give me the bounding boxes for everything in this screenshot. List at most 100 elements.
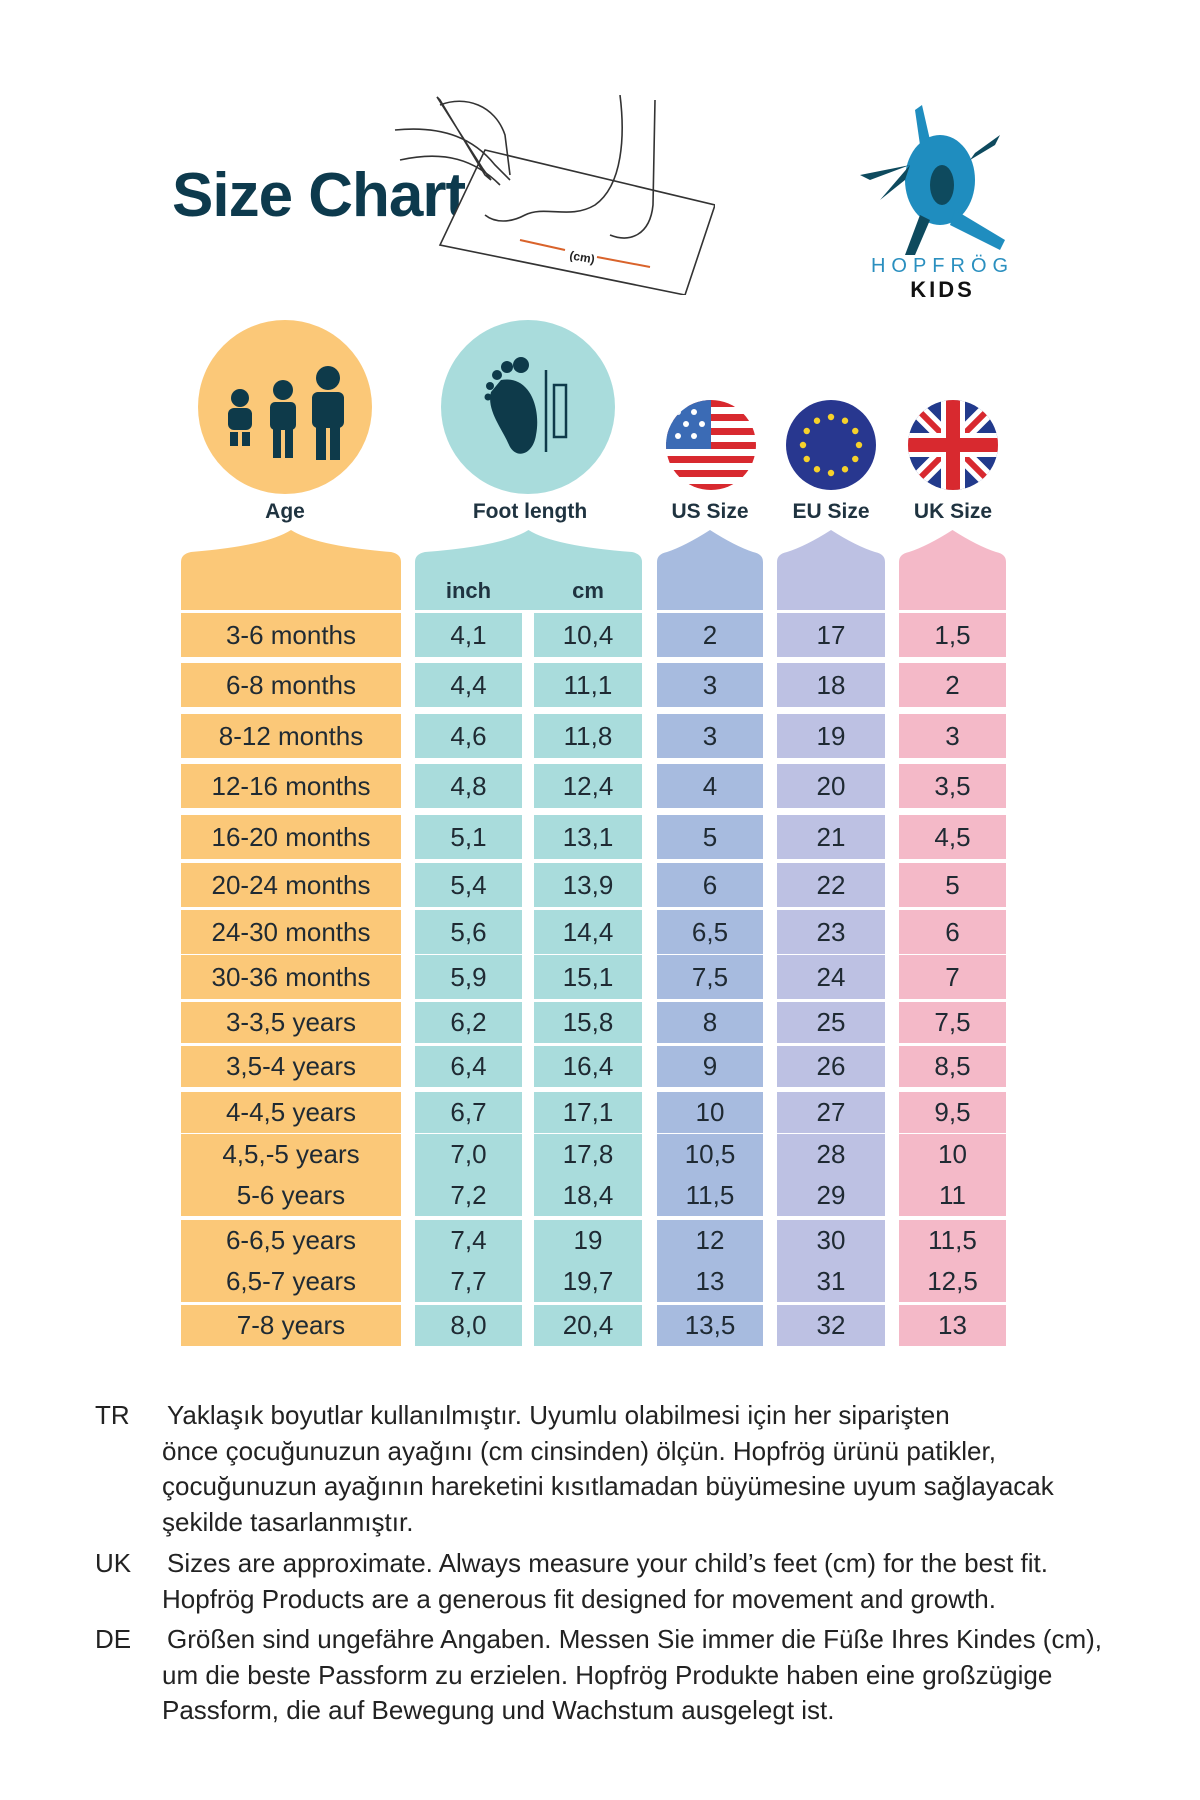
inch-cell: 5,9: [415, 955, 522, 999]
eu-star: [813, 417, 821, 424]
inch-cell: 7,2: [415, 1174, 522, 1216]
eu-flag-icon: [786, 400, 876, 490]
us-size-column-label: US Size: [671, 500, 749, 523]
us-cell: 7,5: [657, 955, 763, 999]
age-cell: 5-6 years: [181, 1174, 401, 1216]
foot-measuring-illustration: (cm): [394, 95, 715, 295]
us-cell: 2: [657, 613, 763, 657]
eu-star: [799, 441, 807, 449]
eu-size-column-label: EU Size: [792, 500, 870, 523]
eu-star: [852, 427, 859, 435]
note-text-line: Sizes are approximate. Always measure yo…: [167, 1548, 1048, 1578]
uk-cell: 12,5: [899, 1260, 1006, 1302]
cm-cell: 11,1: [534, 663, 642, 707]
note-language-code: TR: [95, 1400, 130, 1430]
cm-cell: 14,4: [534, 910, 642, 954]
uk-cell: 7,5: [899, 1001, 1006, 1043]
age-cell: 6-8 months: [181, 663, 401, 707]
inch-subheader: inch: [445, 578, 492, 603]
uk-size-column-label: UK Size: [913, 500, 993, 523]
cm-cell: 19: [534, 1219, 642, 1261]
note-text-line: Yaklaşık boyutlar kullanılmıştır. Uyumlu…: [167, 1400, 950, 1430]
inch-cell: 7,0: [415, 1133, 522, 1175]
cm-cell: 10,4: [534, 613, 642, 657]
us-cell: 9: [657, 1045, 763, 1087]
uk-flag-icon: [908, 400, 998, 490]
age-cell: 16-20 months: [181, 815, 401, 859]
inch-cell: 8,0: [415, 1304, 522, 1346]
cm-cell: 18,4: [534, 1174, 642, 1216]
us-cell: 11,5: [657, 1174, 763, 1216]
eu-cell: 20: [777, 764, 885, 808]
brand-subname: KIDS: [910, 277, 975, 302]
eu-star: [841, 417, 849, 424]
eu-star: [827, 413, 835, 421]
cm-cell: 17,1: [534, 1091, 642, 1133]
us-cell: 8: [657, 1001, 763, 1043]
us-cell: 6,5: [657, 910, 763, 954]
cm-cell: 13,9: [534, 863, 642, 907]
inch-cell: 7,4: [415, 1219, 522, 1261]
uk-cell: 7: [899, 955, 1006, 999]
eu-cell: 32: [777, 1304, 885, 1346]
eu-cell: 23: [777, 910, 885, 954]
uk-cell: 8,5: [899, 1045, 1006, 1087]
inch-cell: 4,1: [415, 613, 522, 657]
age-cell: 7-8 years: [181, 1304, 401, 1346]
eu-star: [813, 466, 821, 473]
cm-cell: 20,4: [534, 1304, 642, 1346]
note-language-code: UK: [95, 1548, 132, 1578]
age-cell: 3-6 months: [181, 613, 401, 657]
page-title: Size Chart: [172, 161, 466, 230]
us-cell: 13,5: [657, 1304, 763, 1346]
uk-cell: 13: [899, 1304, 1006, 1346]
us-header-shape: [657, 530, 763, 610]
children-silhouettes-icon: [228, 366, 344, 460]
cm-cell: 11,8: [534, 714, 642, 758]
cm-subheader: cm: [572, 578, 604, 603]
inch-cell: 7,7: [415, 1260, 522, 1302]
note-text-line: önce çocuğunuzun ayağını (cm cinsinden) …: [162, 1435, 996, 1466]
foot-length-header-shape: [415, 530, 642, 610]
eu-cell: 28: [777, 1133, 885, 1175]
frog-logo-icon: [860, 105, 1005, 255]
us-cell: 3: [657, 714, 763, 758]
cm-cell: 13,1: [534, 815, 642, 859]
inch-cell: 5,4: [415, 863, 522, 907]
inch-cell: 4,4: [415, 663, 522, 707]
uk-cell: 5: [899, 863, 1006, 907]
eu-cell: 24: [777, 955, 885, 999]
uk-cell: 9,5: [899, 1091, 1006, 1133]
inch-cell: 5,1: [415, 815, 522, 859]
note-text-line: Hopfrög Products are a generous fit desi…: [162, 1583, 996, 1614]
uk-cell: 11: [899, 1174, 1006, 1216]
us-cell: 10: [657, 1091, 763, 1133]
cm-cell: 12,4: [534, 764, 642, 808]
inch-cell: 5,6: [415, 910, 522, 954]
us-cell: 6: [657, 863, 763, 907]
eu-cell: 19: [777, 714, 885, 758]
eu-cell: 27: [777, 1091, 885, 1133]
inch-cell: 4,8: [415, 764, 522, 808]
age-column-label: Age: [265, 500, 305, 523]
foot-with-ruler-icon: [484, 357, 568, 454]
eu-cell: 30: [777, 1219, 885, 1261]
cm-cell: 19,7: [534, 1260, 642, 1302]
us-cell: 5: [657, 815, 763, 859]
age-cell: 6-6,5 years: [181, 1219, 401, 1261]
eu-star: [827, 469, 835, 477]
uk-cell: 1,5: [899, 613, 1006, 657]
age-cell: 4-4,5 years: [181, 1091, 401, 1133]
age-cell: 6,5-7 years: [181, 1260, 401, 1302]
age-circle: [198, 320, 372, 494]
us-cell: 10,5: [657, 1133, 763, 1175]
eu-cell: 25: [777, 1001, 885, 1043]
cm-cell: 15,8: [534, 1001, 642, 1043]
inch-cell: 6,7: [415, 1091, 522, 1133]
note-text-line: Größen sind ungefähre Angaben. Messen Si…: [167, 1624, 1102, 1654]
uk-cell: 2: [899, 663, 1006, 707]
uk-cell: 10: [899, 1133, 1006, 1175]
us-flag-icon: [666, 400, 756, 490]
us-cell: 4: [657, 764, 763, 808]
cm-cell: 17,8: [534, 1133, 642, 1175]
